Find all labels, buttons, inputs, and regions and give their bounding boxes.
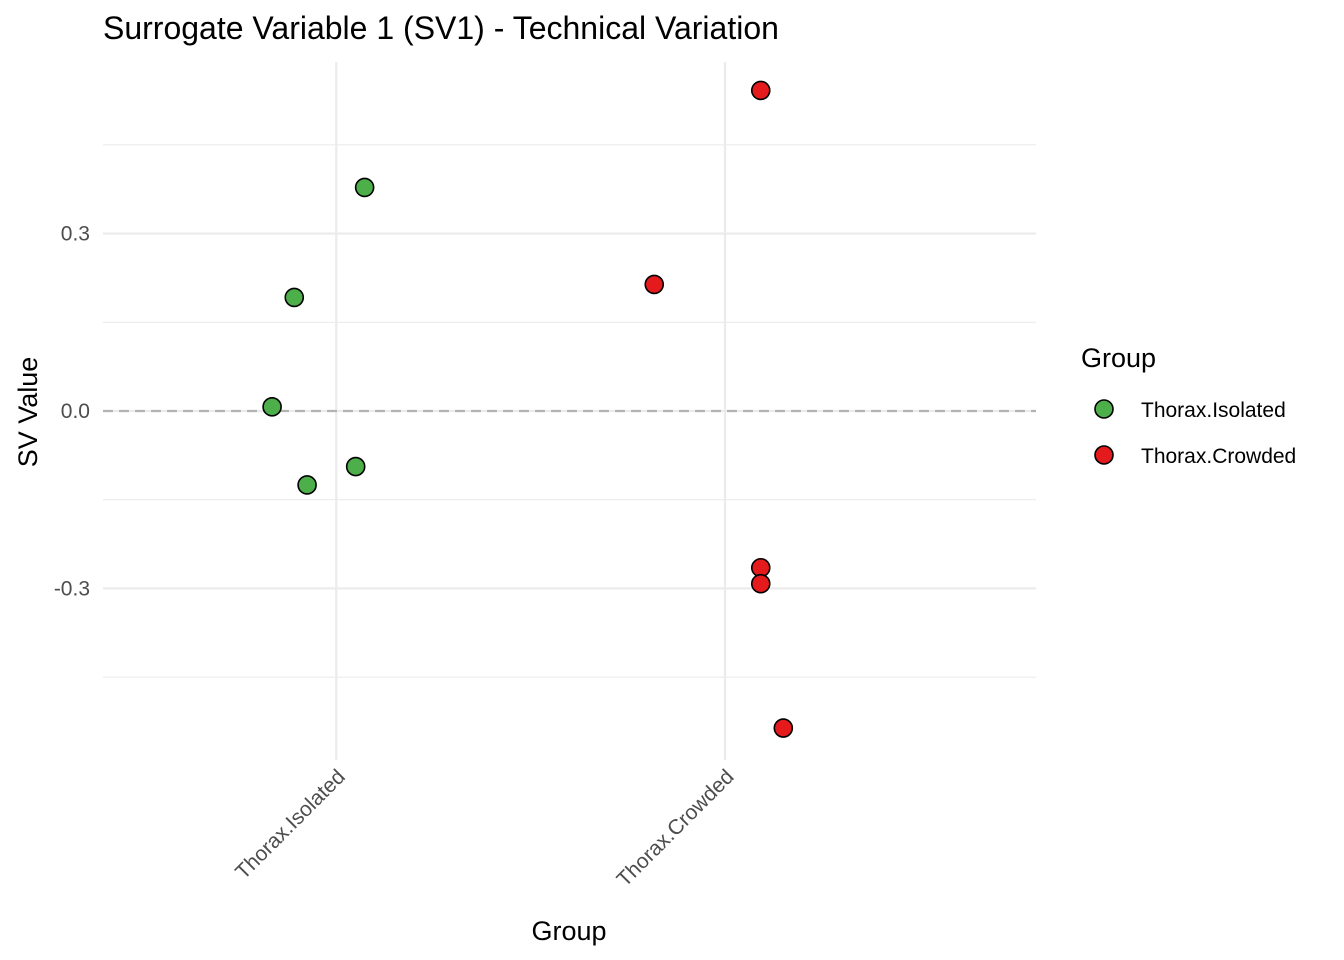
y-tick-label: -0.3 (54, 577, 90, 600)
legend-key (1094, 445, 1114, 465)
y-axis-ticks: -0.3 0.0 0.3 (54, 223, 90, 601)
y-tick-label: 0.3 (61, 223, 90, 246)
legend-key (1094, 399, 1114, 419)
data-points (262, 80, 794, 738)
y-tick-label: 0.0 (61, 400, 90, 423)
data-point (284, 287, 305, 308)
legend-label: Thorax.Crowded (1141, 445, 1296, 468)
x-tick-label: Thorax.Crowded (613, 765, 739, 891)
x-tick-label: Thorax.Isolated (231, 765, 350, 884)
data-point (750, 80, 771, 101)
data-point (345, 456, 366, 477)
y-axis-title: SV Value (13, 357, 43, 468)
grid (103, 62, 1036, 760)
legend: Group Thorax.Isolated Thorax.Crowded (1081, 343, 1296, 468)
data-point (354, 177, 375, 198)
legend-title: Group (1081, 343, 1156, 373)
data-point (750, 573, 771, 594)
data-point (644, 274, 665, 295)
data-point (262, 397, 282, 417)
x-axis-title: Group (531, 916, 606, 946)
x-axis-ticks: Thorax.Isolated Thorax.Crowded (231, 765, 738, 891)
chart-title: Surrogate Variable 1 (SV1) - Technical V… (103, 10, 779, 46)
data-point (297, 475, 317, 495)
legend-label: Thorax.Isolated (1141, 399, 1286, 422)
data-point (773, 718, 794, 738)
